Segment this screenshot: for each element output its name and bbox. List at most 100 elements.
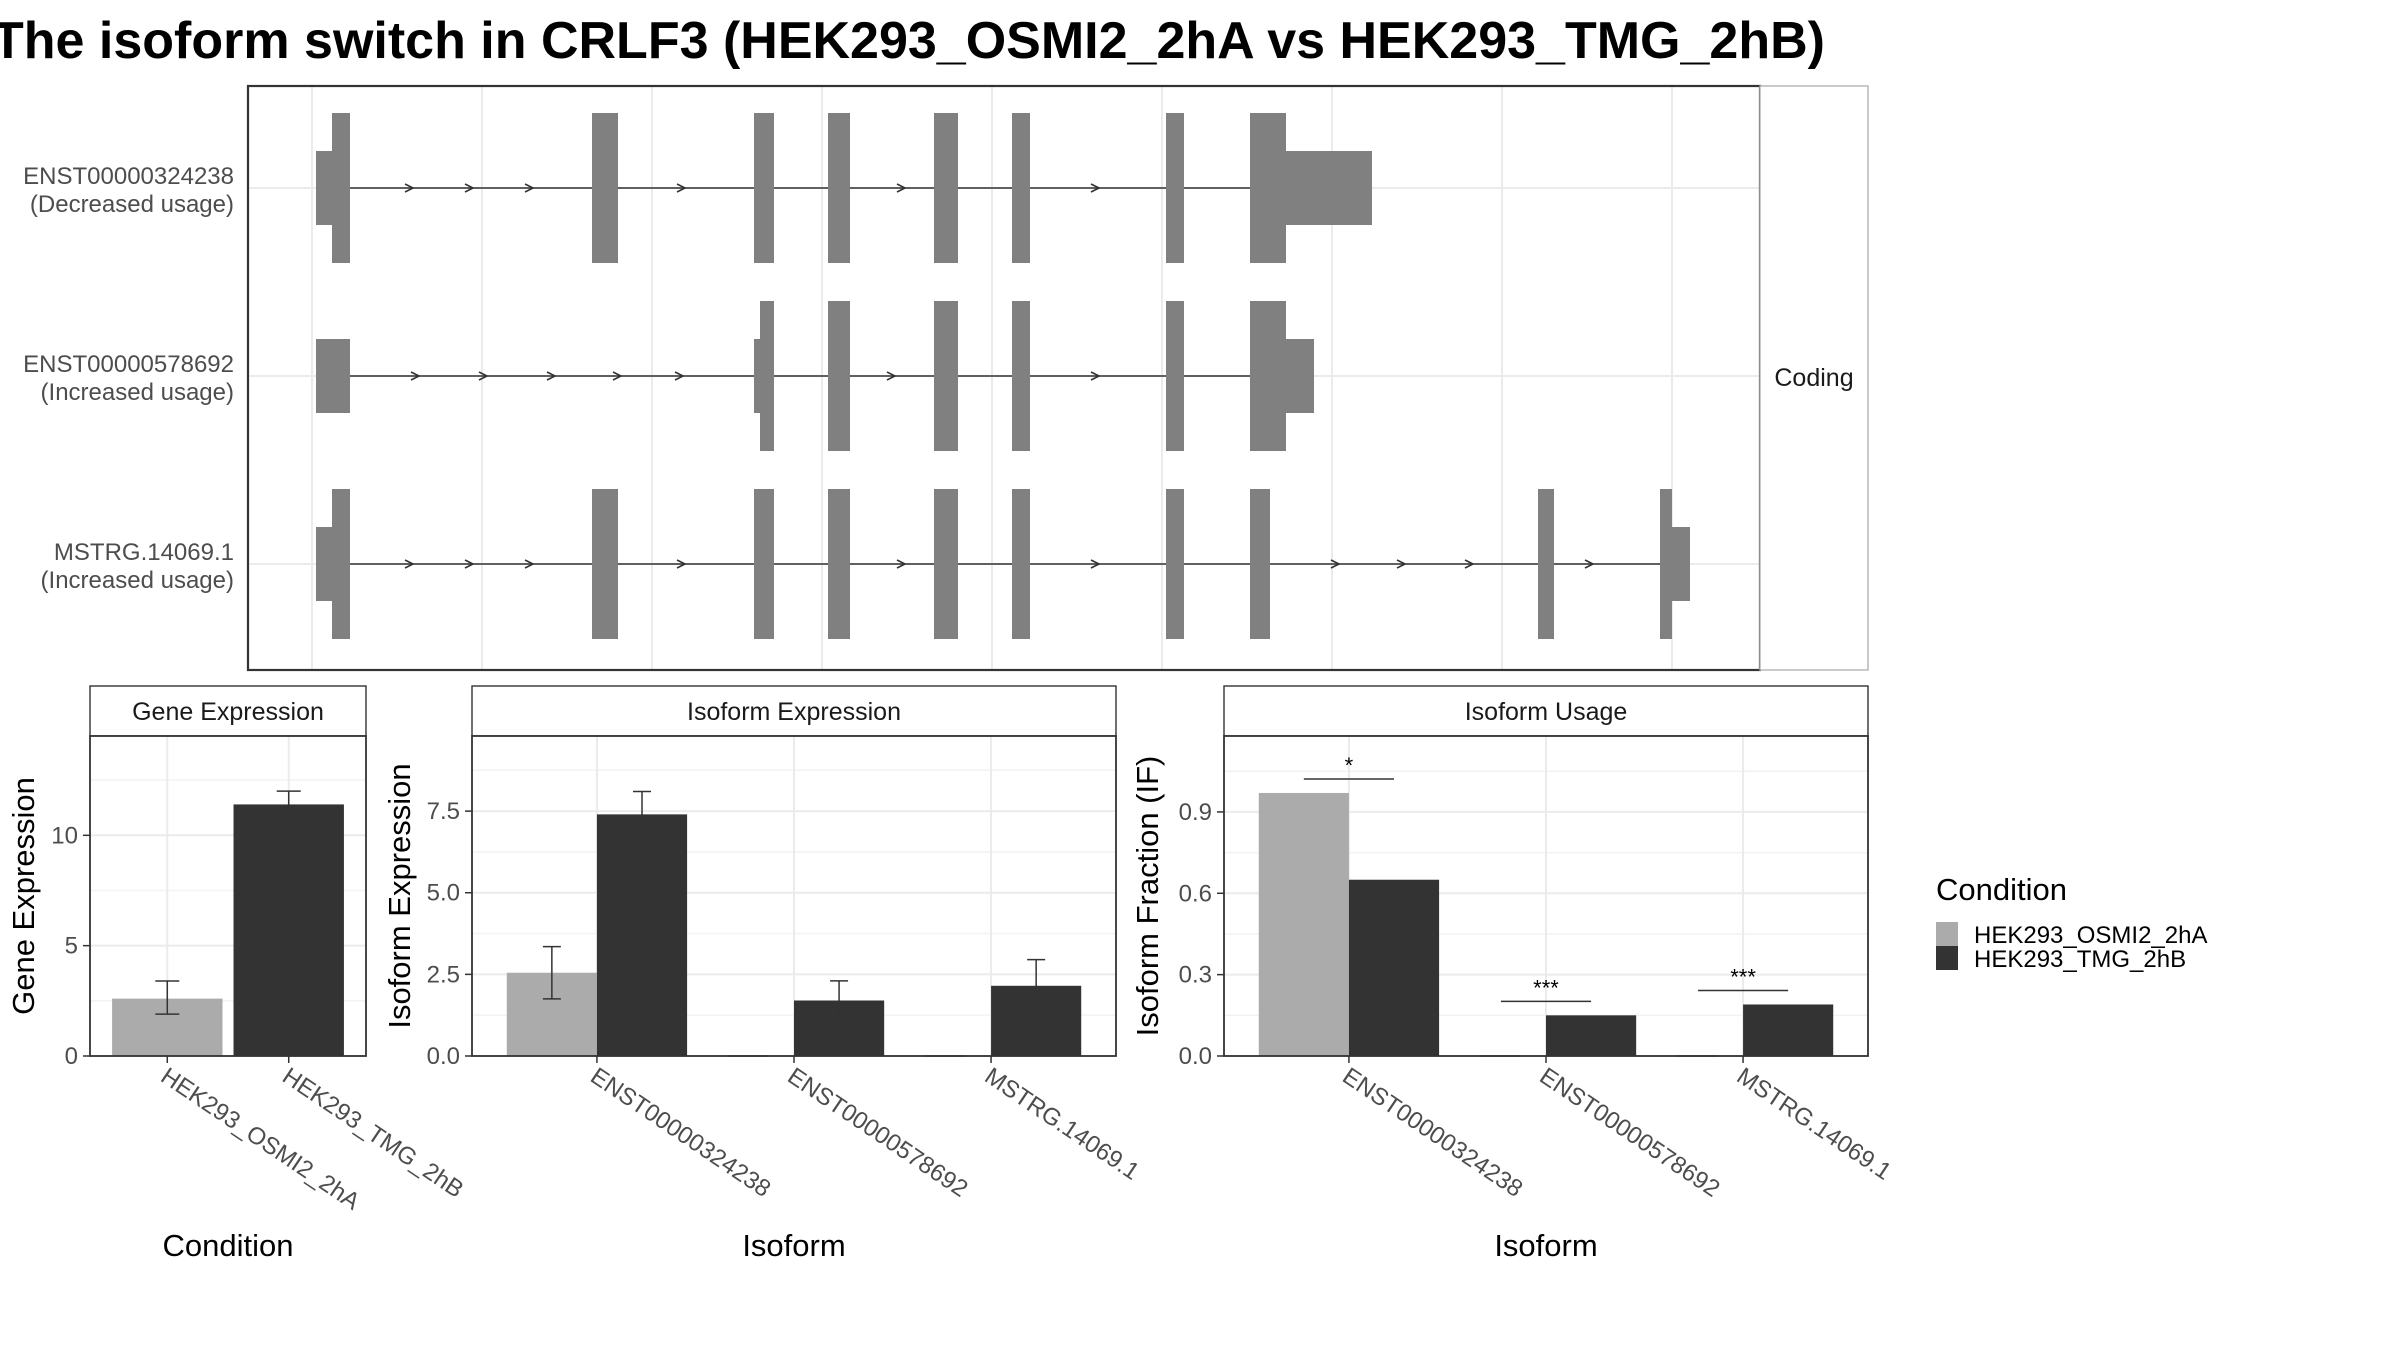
bar xyxy=(1348,879,1440,1056)
isoform-track xyxy=(316,113,1372,263)
y-tick-label: 0.6 xyxy=(1179,880,1212,907)
x-tick-label: ENST00000324238 xyxy=(586,1063,776,1203)
bar xyxy=(1743,1004,1834,1056)
panel-strip-label: Isoform Expression xyxy=(687,698,901,726)
panel-strip-label: Isoform Usage xyxy=(1465,698,1628,726)
y-tick-label: 10 xyxy=(51,822,78,849)
coding-exon xyxy=(592,489,618,639)
coding-exon xyxy=(828,489,850,639)
utr-exon xyxy=(316,151,332,225)
intron-direction-arrow xyxy=(1330,559,1341,569)
figure-title: The isoform switch in CRLF3 (HEK293_OSMI… xyxy=(0,12,1825,70)
intron-direction-arrow xyxy=(1090,559,1101,569)
y-tick-label: 7.5 xyxy=(427,798,460,825)
isoform-id-label: ENST00000578692 xyxy=(23,351,234,378)
isoform-structure-panel: Coding ENST00000324238(Decreased usage)E… xyxy=(23,84,1869,672)
panel-border xyxy=(89,735,367,1057)
coding-exon xyxy=(1660,489,1672,639)
coding-exon xyxy=(754,489,774,639)
structure-strip xyxy=(1759,85,1869,671)
x-axis-title: Condition xyxy=(163,1228,294,1263)
x-tick-label: MSTRG.14069.1 xyxy=(1732,1063,1896,1186)
x-axis-title: Isoform xyxy=(1494,1228,1597,1263)
panel-strip-label: Gene Expression xyxy=(132,698,324,726)
x-tick-label: ENST00000578692 xyxy=(1535,1063,1725,1203)
y-tick-label: 2.5 xyxy=(427,961,460,988)
coding-exon xyxy=(760,301,774,451)
y-axis-title: Isoform Fraction (IF) xyxy=(1130,756,1165,1037)
isoform-status-label: (Increased usage) xyxy=(41,567,234,594)
panel-strip xyxy=(471,685,1117,737)
bar xyxy=(1258,792,1349,1056)
legend-label-condition-b: HEK293_TMG_2hB xyxy=(1974,946,2186,973)
intron-direction-arrow xyxy=(524,559,535,569)
bar xyxy=(596,814,688,1056)
utr-exon xyxy=(1672,527,1690,601)
structure-panel-background xyxy=(248,86,1760,670)
strip-label-coding: Coding xyxy=(1774,364,1853,392)
utr-exon xyxy=(316,339,350,413)
intron-direction-arrow xyxy=(546,371,557,381)
intron-direction-arrow xyxy=(1396,559,1407,569)
condition-legend: Condition HEK293_OSMI2_2hA HEK293_TMG_2h… xyxy=(1936,872,2207,973)
panel-strip xyxy=(1223,685,1869,737)
coding-exon xyxy=(1250,489,1270,639)
y-axis-title: Gene Expression xyxy=(6,777,41,1015)
utr-exon xyxy=(1286,151,1372,225)
legend-title: Condition xyxy=(1936,872,2067,907)
significance-label: *** xyxy=(1533,975,1559,1000)
intron-direction-arrow xyxy=(478,371,489,381)
intron-direction-arrow xyxy=(1584,559,1595,569)
intron-direction-arrow xyxy=(410,371,421,381)
intron-direction-arrow xyxy=(464,183,475,193)
isoform-id-label: MSTRG.14069.1 xyxy=(54,539,234,566)
x-tick-label: HEK293_OSMI2_2hA xyxy=(156,1063,365,1216)
intron-direction-arrow xyxy=(404,183,415,193)
legend-label-condition-a: HEK293_OSMI2_2hA xyxy=(1974,922,2207,949)
bar-panels: Gene Expression0510HEK293_OSMI2_2hAHEK29… xyxy=(6,685,1896,1263)
coding-exon xyxy=(1250,301,1286,451)
isoform-id-label: ENST00000324238 xyxy=(23,163,234,190)
coding-exon xyxy=(934,113,958,263)
bar xyxy=(233,804,344,1056)
coding-exon xyxy=(332,489,350,639)
legend-swatch-condition-b xyxy=(1936,946,1958,970)
utr-exon xyxy=(316,527,332,601)
y-axis-title: Isoform Expression xyxy=(382,763,417,1028)
isoform-status-label: (Increased usage) xyxy=(41,379,234,406)
panel-isoform-expression: Isoform Expression 0.0 2.5 5.0 7.5 ENST000003… xyxy=(382,685,1144,1263)
y-tick-label: 5.0 xyxy=(427,880,460,907)
isoform-status-label: (Decreased usage) xyxy=(30,191,234,218)
coding-exon xyxy=(754,113,774,263)
coding-exon xyxy=(934,301,958,451)
coding-exon xyxy=(1538,489,1554,639)
y-tick-label: 0 xyxy=(65,1043,78,1070)
intron-direction-arrow xyxy=(612,371,623,381)
intron-direction-arrow xyxy=(1090,371,1101,381)
coding-exon xyxy=(828,301,850,451)
isoform-tracks xyxy=(316,113,1690,639)
coding-exon xyxy=(1012,113,1030,263)
panel-border xyxy=(471,735,1117,1057)
intron-direction-arrow xyxy=(524,183,535,193)
coding-exon xyxy=(1166,113,1184,263)
intron-direction-arrow xyxy=(1464,559,1475,569)
x-tick-label: ENST00000578692 xyxy=(783,1063,973,1203)
isoform-track-labels: ENST00000324238(Decreased usage) ENST0000… xyxy=(23,163,234,594)
significance-label: * xyxy=(1345,753,1354,778)
x-tick-label: MSTRG.14069.1 xyxy=(980,1063,1144,1186)
y-tick-label: 0.3 xyxy=(1179,962,1212,989)
intron-direction-arrow xyxy=(674,371,685,381)
intron-direction-arrow xyxy=(896,183,907,193)
coding-exon xyxy=(1166,489,1184,639)
isoform-track xyxy=(316,489,1690,639)
y-tick-label: 0.0 xyxy=(1179,1043,1212,1070)
intron-direction-arrow xyxy=(404,559,415,569)
coding-exon xyxy=(592,113,618,263)
panel-border xyxy=(1223,735,1869,1057)
y-tick-label: 0.9 xyxy=(1179,799,1212,826)
x-tick-label: ENST00000324238 xyxy=(1338,1063,1528,1203)
legend-swatch-condition-a xyxy=(1936,922,1958,946)
